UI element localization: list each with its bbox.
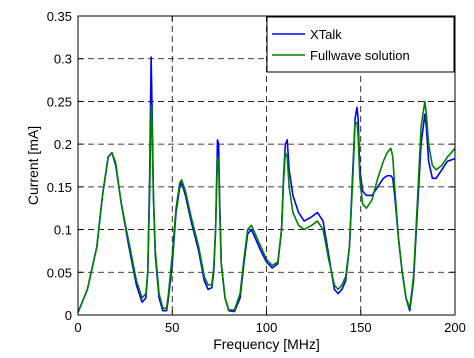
y-tick-label: 0.35 (47, 9, 72, 24)
x-axis-label: Frequency [MHz] (213, 336, 320, 352)
y-tick-label: 0.25 (47, 94, 72, 109)
legend-label-xtalk: XTalk (310, 27, 342, 42)
legend-box (266, 16, 455, 73)
x-tick-label: 150 (350, 320, 372, 335)
x-tick-label: 50 (165, 320, 179, 335)
series-line-fullwave-solution (77, 100, 456, 313)
ticks: 0 50 100 150 200 0 0.05 0.1 0.15 0.2 0.25 0.3 0.35 (47, 9, 466, 335)
legend: XTalk Fullwave solution (266, 16, 455, 73)
y-tick-label: 0.3 (54, 52, 72, 67)
y-tick-label: 0.05 (47, 265, 72, 280)
legend-label-fullwave-solution: Fullwave solution (310, 48, 410, 63)
series-layer (77, 56, 456, 313)
x-tick-label: 0 (74, 320, 81, 335)
y-axis-label: Current [mA] (25, 126, 41, 205)
y-tick-label: 0 (65, 308, 72, 323)
y-tick-label: 0.2 (54, 137, 72, 152)
y-tick-label: 0.15 (47, 180, 72, 195)
x-tick-label: 100 (256, 320, 278, 335)
y-tick-label: 0.1 (54, 223, 72, 238)
x-tick-label: 200 (444, 320, 466, 335)
